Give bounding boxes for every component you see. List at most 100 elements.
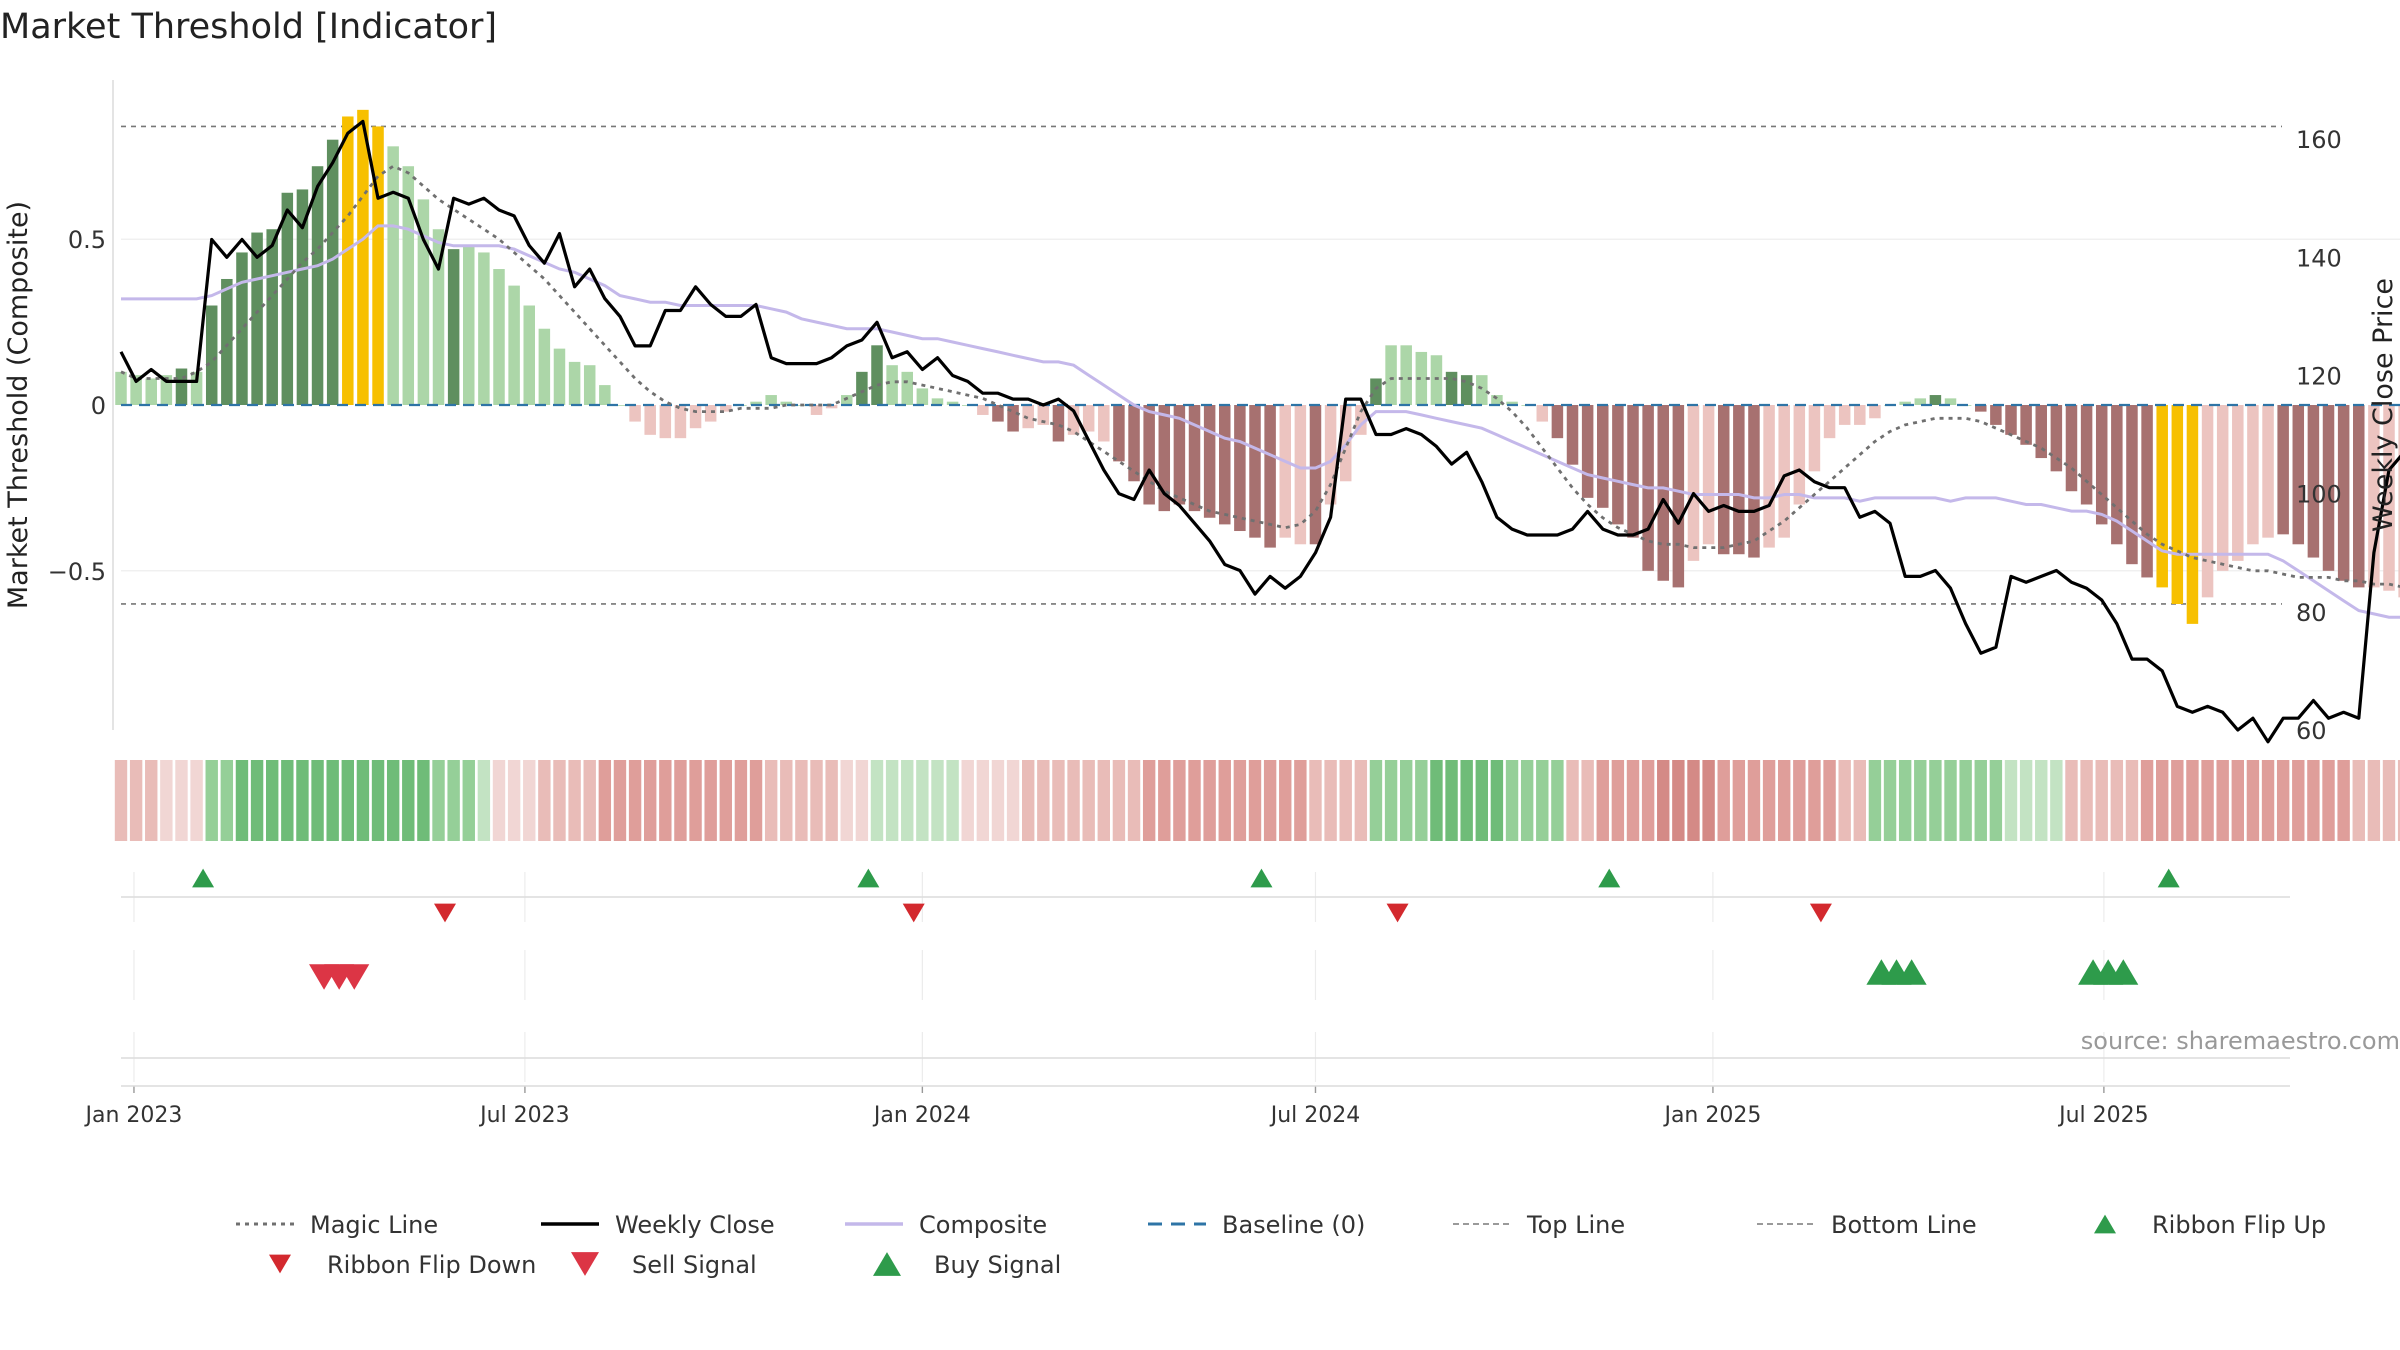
histogram-bar — [841, 395, 853, 405]
histogram-bar — [2111, 405, 2123, 545]
ribbon-cell — [1747, 760, 1761, 841]
histogram-bar — [508, 285, 520, 405]
ribbon-cell — [371, 760, 385, 841]
x-tick-label: Jan 2025 — [1662, 1103, 1761, 1128]
ribbon-cell — [1203, 760, 1216, 841]
ribbon-cell — [1112, 760, 1126, 841]
y-tick-label-right: 160 — [2296, 126, 2342, 154]
ribbon-cell — [1944, 760, 1957, 841]
ribbon-flip-down-marker — [434, 903, 456, 923]
histogram-bar — [1702, 405, 1715, 545]
legend-label: Ribbon Flip Up — [2152, 1211, 2326, 1239]
histogram-bar — [2277, 405, 2289, 535]
histogram-bar — [493, 269, 505, 405]
histogram-bar — [145, 378, 157, 405]
ribbon-cell — [704, 760, 717, 841]
histogram-bar — [1838, 405, 1851, 425]
ribbon-cell — [296, 760, 309, 841]
histogram-bar — [599, 385, 611, 405]
histogram-bar — [1627, 405, 1639, 538]
ribbon-cell — [1052, 760, 1065, 841]
ribbon-cell — [129, 760, 143, 841]
y-tick-label-left: 0 — [91, 392, 106, 420]
ribbon-cell — [1536, 760, 1549, 841]
ribbon-flip-up-marker — [192, 868, 215, 888]
ribbon-flip-up-marker — [1250, 868, 1273, 888]
histogram-bar — [1128, 405, 1140, 482]
histogram-bar — [1022, 405, 1034, 429]
histogram-bar — [1445, 371, 1458, 405]
ribbon-cell — [1067, 760, 1080, 841]
lines-layer — [119, 119, 2400, 744]
histogram-bar — [689, 405, 702, 429]
histogram-bar — [765, 395, 777, 405]
histogram-bar — [1113, 405, 1125, 462]
histogram-bar — [1476, 375, 1488, 405]
histogram-bar — [1385, 345, 1397, 405]
histogram-bar — [2398, 405, 2400, 598]
histogram-bar — [387, 146, 399, 405]
histogram-bar — [992, 405, 1004, 422]
histogram-bar — [2005, 405, 2017, 435]
histogram-bar — [1944, 398, 1957, 405]
histogram-bar — [478, 252, 490, 405]
ribbon-cell — [598, 760, 612, 841]
ribbon-cell — [2050, 760, 2063, 841]
histogram-bar — [931, 398, 944, 405]
histogram-bar — [1491, 395, 1503, 405]
ribbon-cell — [1188, 760, 1201, 841]
histogram-bar — [1793, 405, 1806, 505]
ribbon-cell — [1611, 760, 1625, 841]
histogram-bar — [2156, 405, 2168, 588]
ribbon-cell — [1551, 760, 1564, 841]
histogram-bar — [1566, 405, 1579, 465]
histogram-bar — [1234, 405, 1246, 532]
ribbon-cell — [1082, 760, 1095, 841]
ribbon-cell — [1762, 760, 1776, 841]
histogram-bar — [2337, 405, 2350, 581]
histogram-bar — [1430, 355, 1443, 405]
histogram-bar — [1506, 401, 1518, 405]
histogram-bar — [553, 348, 566, 405]
histogram-bar — [1536, 405, 1549, 422]
histogram-bar — [2080, 405, 2093, 505]
ribbon-cell — [1127, 760, 1141, 841]
ribbon-cell — [1490, 760, 1504, 841]
axes-layer: 0.5 0 −0.5 160 140 120 100 80 60 Jan 2023 Jul 2023… — [48, 80, 2342, 1128]
ribbon-cell — [1369, 760, 1383, 841]
histogram-bar — [871, 345, 883, 405]
histogram-bar — [1854, 405, 1866, 425]
ribbon-cell — [2065, 760, 2078, 841]
ribbon-cell — [1626, 760, 1640, 841]
ribbon-cell — [749, 760, 763, 841]
histogram-bar — [1219, 405, 1231, 525]
histogram-bar — [326, 139, 339, 405]
histogram-bar — [523, 305, 535, 405]
ribbon-cell — [2035, 760, 2048, 841]
ribbon-cell — [477, 760, 491, 841]
histogram-bar — [1067, 405, 1080, 435]
ribbon-cell — [492, 760, 506, 841]
legend-item: Weekly Close — [541, 1211, 775, 1239]
histogram-bar — [266, 229, 278, 405]
histogram-bar — [2141, 405, 2153, 578]
ribbon-cell — [810, 760, 823, 841]
histogram-bar — [1612, 405, 1624, 525]
ribbon-cell — [1732, 760, 1746, 841]
ribbon-cell — [2292, 760, 2305, 841]
ribbon-cell — [1142, 760, 1156, 841]
ribbon-cell — [2397, 760, 2400, 841]
legend-item: Buy Signal — [873, 1251, 1061, 1279]
ribbon-cell — [356, 760, 370, 841]
histogram-bar — [1717, 405, 1730, 555]
histogram-bar — [2171, 405, 2184, 604]
ribbon-cell — [462, 760, 475, 841]
histogram-bar — [538, 328, 551, 405]
ribbon-cell — [1158, 760, 1171, 841]
buy-signal-marker — [1896, 959, 1927, 985]
ribbon-cell — [674, 760, 687, 841]
ribbon-cell — [1898, 760, 1912, 841]
ribbon-cell — [266, 760, 279, 841]
histogram-bar — [704, 405, 717, 422]
